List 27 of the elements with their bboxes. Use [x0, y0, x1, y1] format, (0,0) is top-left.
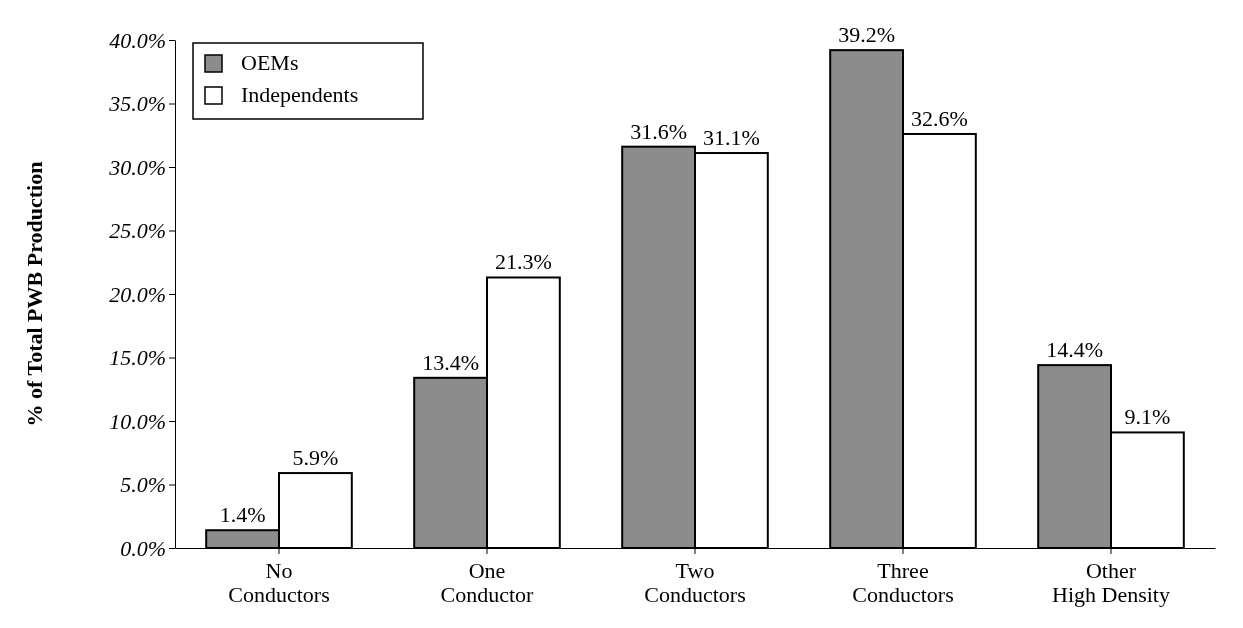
data-label: 5.9% [292, 445, 339, 471]
data-label: 39.2% [838, 22, 896, 48]
data-label: 31.6% [630, 118, 688, 144]
legend-label: Independents [241, 82, 359, 107]
x-tick-label: Three Conductors [852, 558, 954, 607]
y-tick-label: 0.0% [120, 535, 166, 561]
y-tick-label: 10.0% [109, 408, 166, 434]
x-tick-label: No Conductors [228, 558, 330, 607]
data-label: 31.1% [702, 125, 760, 151]
y-tick-label: 25.0% [109, 218, 166, 244]
y-tick-label: 40.0% [109, 27, 166, 53]
x-tick-label: Other High Density [1052, 558, 1170, 607]
y-tick-label: 35.0% [108, 91, 166, 117]
y-tick-label: 5.0% [120, 472, 166, 498]
legend-label: OEMs [241, 50, 299, 75]
data-label: 14.4% [1046, 337, 1104, 363]
y-axis-title: % of Total PWB Production [22, 161, 47, 427]
y-tick-label: 15.0% [109, 345, 166, 371]
data-label: 1.4% [219, 502, 266, 528]
data-label: 21.3% [494, 249, 552, 275]
y-tick-label: 30.0% [108, 154, 166, 180]
data-label: 13.4% [422, 349, 480, 375]
x-tick-label: One Conductor [440, 558, 535, 607]
y-tick-label: 20.0% [109, 281, 166, 307]
x-tick-label: Two Conductors [644, 558, 746, 607]
data-label: 32.6% [910, 105, 968, 131]
data-label: 9.1% [1124, 404, 1171, 430]
